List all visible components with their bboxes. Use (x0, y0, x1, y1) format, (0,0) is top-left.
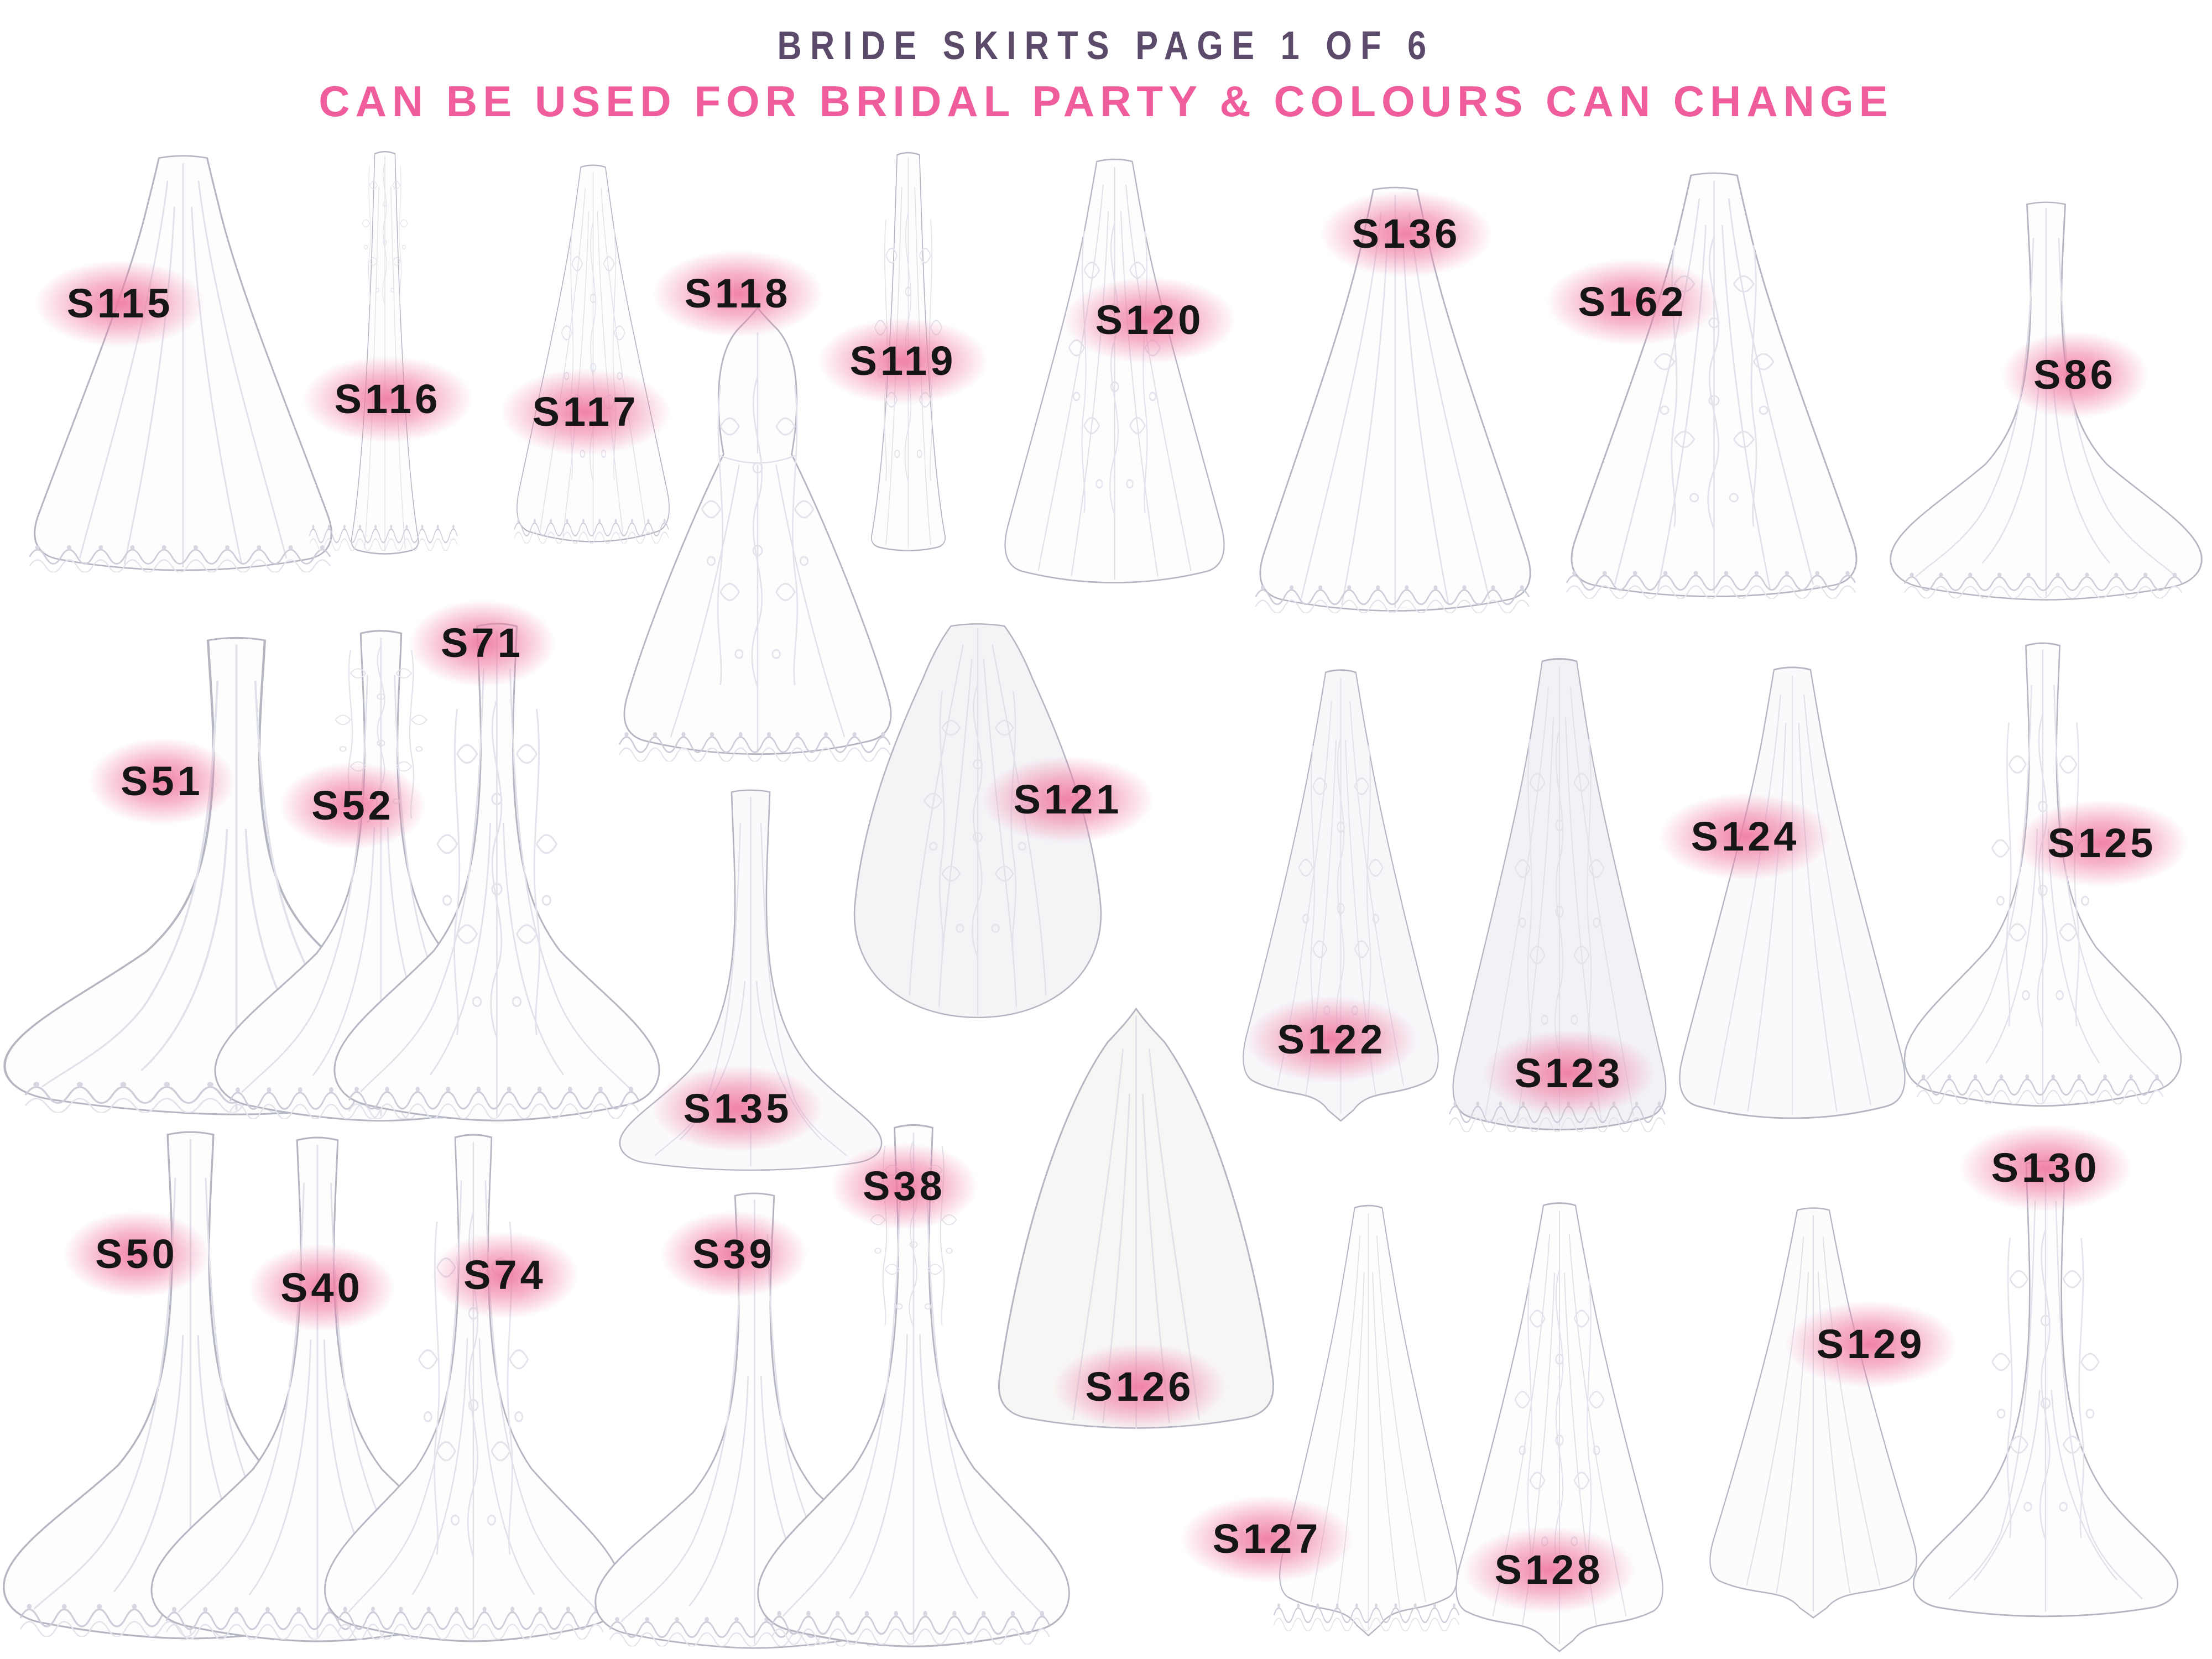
style-code-label-s124: S124 (1658, 793, 1832, 880)
dress-illustration-s116 (300, 145, 469, 562)
style-code-label-s125: S125 (2015, 800, 2189, 887)
style-code-label-s86: S86 (2001, 331, 2148, 419)
style-code-label-s40: S40 (248, 1244, 395, 1332)
dress-illustration-s130 (1897, 1154, 2194, 1627)
style-code-label-s51: S51 (88, 738, 236, 825)
style-code-label-s71: S71 (409, 599, 556, 687)
page-title: BRIDE SKIRTS PAGE 1 OF 6 (777, 24, 1435, 68)
dress-illustration-s162 (1549, 166, 1879, 611)
page-subtitle: CAN BE USED FOR BRIDAL PARTY & COLOURS C… (319, 77, 1893, 126)
style-code-label-s117: S117 (500, 368, 671, 456)
style-code-label-s126: S126 (1053, 1343, 1227, 1431)
style-code-label-s123: S123 (1482, 1030, 1656, 1117)
style-code-label-s74: S74 (431, 1232, 578, 1319)
style-code-label-s127: S127 (1180, 1495, 1354, 1583)
style-code-label-s38: S38 (831, 1142, 978, 1230)
style-code-label-s39: S39 (660, 1211, 807, 1298)
style-code-label-s50: S50 (63, 1211, 210, 1298)
style-code-label-s136: S136 (1319, 190, 1493, 278)
style-code-label-s130: S130 (1959, 1124, 2132, 1212)
dress-illustration-s74 (322, 1129, 625, 1653)
style-code-label-s120: S120 (1063, 276, 1237, 364)
style-code-label-s122: S122 (1245, 996, 1418, 1083)
style-code-label-s135: S135 (651, 1065, 825, 1152)
style-code-label-s115: S115 (34, 260, 206, 347)
style-code-label-s118: S118 (652, 250, 823, 337)
style-code-label-s128: S128 (1462, 1526, 1636, 1614)
style-code-label-s129: S129 (1784, 1301, 1958, 1388)
dress-illustration-s120 (988, 153, 1241, 597)
style-code-label-s52: S52 (279, 762, 426, 849)
style-code-label-s162: S162 (1546, 258, 1719, 346)
style-code-label-s121: S121 (981, 756, 1155, 843)
dress-illustration-s124 (1662, 660, 1923, 1133)
style-code-label-s116: S116 (302, 356, 473, 443)
style-code-label-s119: S119 (817, 317, 989, 405)
